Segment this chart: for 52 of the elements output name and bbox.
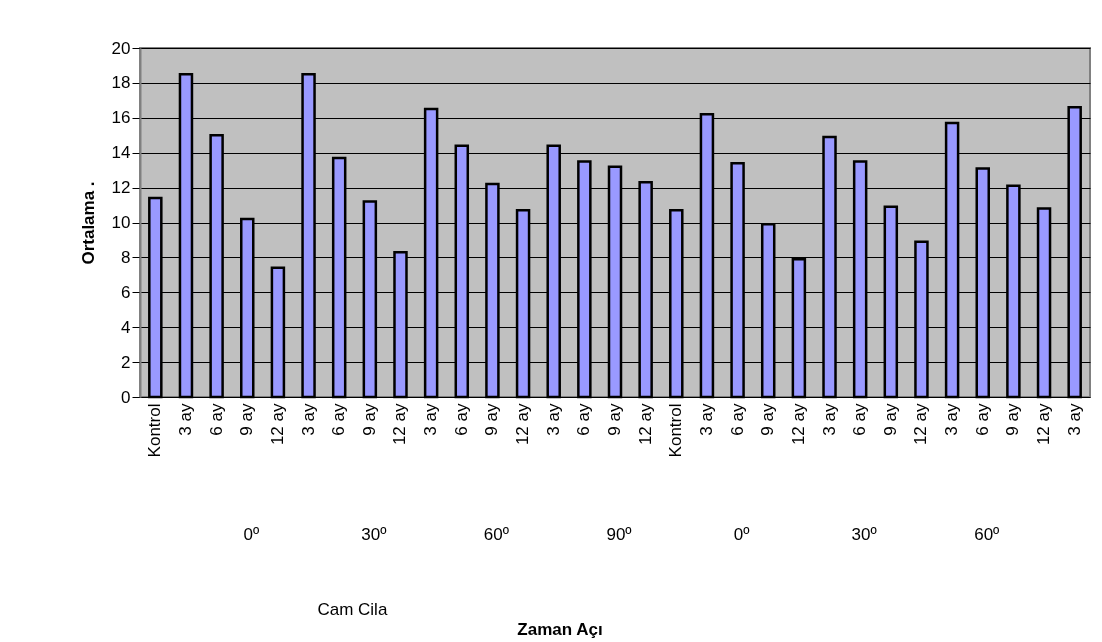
x-tick-label: 12 ay (513, 403, 533, 446)
y-tick-label: 4 (121, 317, 131, 337)
x-tick-label: 9 ay (605, 403, 624, 436)
text: 30º (361, 525, 387, 544)
x-tick-label: 6 ay (206, 403, 226, 436)
x-tick-label: 12 ay (911, 403, 931, 446)
y-tick-label: 10 (111, 213, 131, 232)
x-tick-label: 3 ay (421, 403, 441, 436)
x-tick-label: 6 ay (574, 403, 594, 436)
x-tick-label: 9 ay (758, 403, 778, 436)
x-tick-label: 6 ay (972, 403, 992, 436)
x-tick-label: 12 ay (390, 403, 410, 446)
x-tick-label: 6 ay (850, 403, 870, 436)
y-tick-label: 18 (111, 73, 131, 93)
x-tick-label: 9 ay (237, 403, 257, 436)
x-tick-label: Kontrol (145, 403, 165, 458)
y-tick-label: 0 (121, 387, 131, 407)
y-tick-label: 16 (111, 108, 131, 128)
x-tick-label: 3 ay (942, 403, 962, 436)
x-tick-label: 3 ay (1064, 403, 1084, 436)
text: 60º (483, 525, 509, 544)
text: 90º (606, 525, 632, 544)
text: 0º (733, 525, 750, 544)
x-tick-label: 3 ay (175, 403, 195, 436)
y-tick-label: 14 (111, 143, 131, 163)
y-tick-label: 8 (121, 247, 131, 267)
x-tick-label: 9 ay (359, 403, 379, 436)
x-tick-label: 3 ay (298, 403, 318, 436)
y-tick-label: 6 (121, 282, 131, 302)
x-tick-label: 3 ay (543, 403, 563, 436)
x-tick-label: 9 ay (482, 403, 502, 436)
text: 60º (974, 525, 1000, 544)
text: 0º (243, 525, 260, 544)
x-tick-label: 9 ay (1003, 403, 1023, 436)
x-tick-label: 6 ay (727, 403, 747, 436)
x-tick-label: 3 ay (696, 403, 716, 436)
y-tick-label: 20 (111, 38, 131, 58)
x-tick-label: 12 ay (788, 403, 808, 446)
x-tick-label: 12 ay (267, 403, 287, 446)
x-tick-label: 3 ay (819, 403, 839, 436)
x-tick-label: 12 ay (1034, 403, 1054, 446)
y-axis-title: Ortalama . (78, 181, 98, 265)
x-tick-label: 12 ay (635, 403, 655, 446)
x-tick-label: Kontrol (666, 403, 686, 458)
x-tick-label: 6 ay (451, 403, 471, 436)
text: Zaman Açı (517, 620, 603, 639)
y-tick-label: 2 (121, 352, 131, 372)
text: 30º (851, 525, 877, 544)
x-tick-label: 6 ay (329, 403, 349, 436)
y-tick-label: 12 (111, 178, 131, 198)
text: Cam Cila (317, 600, 388, 619)
x-tick-label: 9 ay (880, 403, 900, 436)
